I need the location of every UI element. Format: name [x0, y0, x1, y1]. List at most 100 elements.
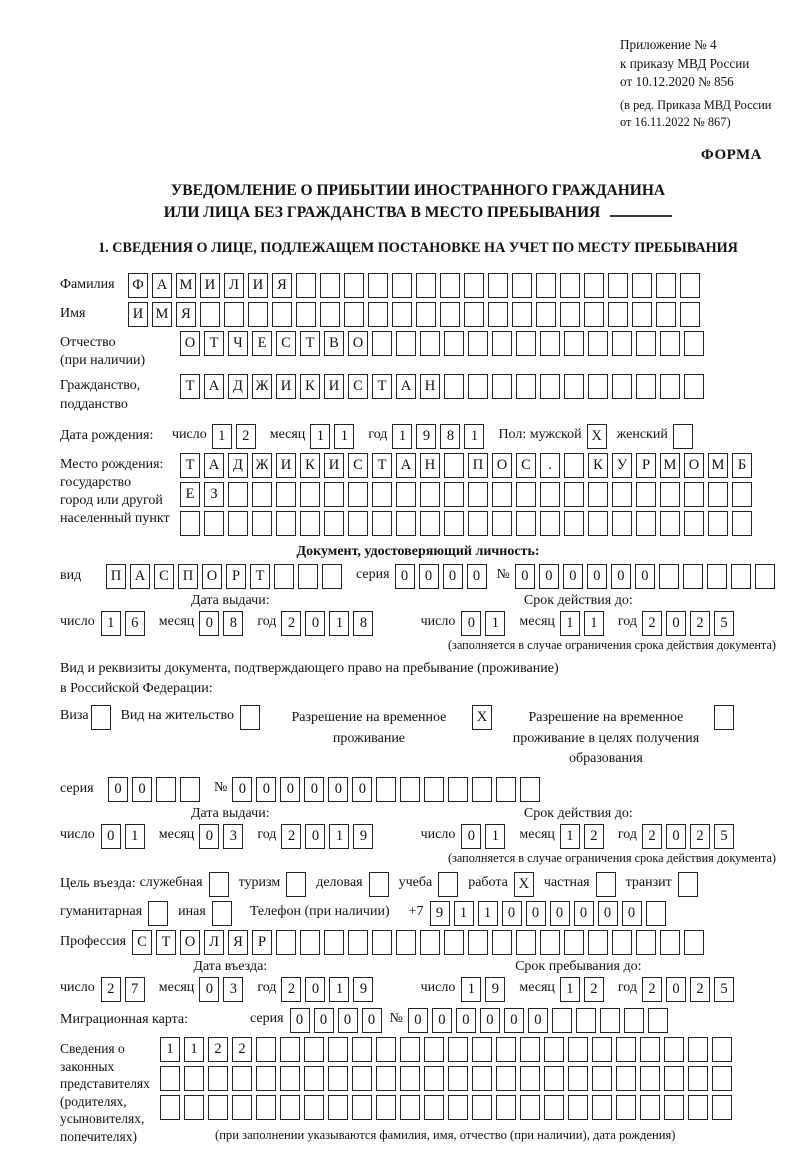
- char-box[interactable]: [372, 481, 392, 507]
- char-box[interactable]: [304, 1066, 324, 1092]
- char-box[interactable]: [664, 1095, 684, 1121]
- char-box[interactable]: [472, 1095, 492, 1121]
- char-box[interactable]: [272, 302, 292, 327]
- char-box[interactable]: [488, 273, 508, 298]
- char-box[interactable]: [516, 481, 536, 507]
- purpose-humanitarian-checkbox[interactable]: [148, 901, 169, 927]
- char-box[interactable]: 0: [132, 777, 152, 803]
- residence-permit-checkbox[interactable]: [239, 705, 260, 731]
- char-box[interactable]: [632, 273, 652, 298]
- char-box[interactable]: 9: [353, 977, 374, 1003]
- char-box[interactable]: Я: [176, 302, 196, 327]
- char-box[interactable]: [660, 930, 680, 956]
- char-box[interactable]: [256, 1066, 276, 1092]
- char-box[interactable]: [520, 777, 541, 803]
- char-box[interactable]: [564, 481, 584, 507]
- char-box[interactable]: [492, 510, 512, 536]
- char-box[interactable]: Я: [228, 930, 248, 956]
- char-box[interactable]: [468, 510, 488, 536]
- char-box[interactable]: [400, 777, 421, 803]
- purpose-study-checkbox[interactable]: [438, 872, 459, 898]
- char-box[interactable]: 7: [124, 977, 145, 1003]
- char-box[interactable]: [592, 1066, 612, 1092]
- char-box[interactable]: [712, 1037, 732, 1063]
- char-box[interactable]: У: [612, 452, 632, 478]
- char-box[interactable]: О: [180, 331, 200, 356]
- char-box[interactable]: 2: [642, 824, 663, 850]
- temp-residence-checkbox[interactable]: X: [471, 705, 492, 731]
- char-box[interactable]: [348, 510, 368, 536]
- char-box[interactable]: 1: [100, 610, 121, 636]
- char-box[interactable]: 1: [583, 610, 604, 636]
- char-box[interactable]: 1: [124, 824, 145, 850]
- char-box[interactable]: 0: [538, 563, 559, 589]
- char-box[interactable]: [328, 1095, 348, 1121]
- char-box[interactable]: [352, 1095, 372, 1121]
- char-box[interactable]: [616, 1095, 636, 1121]
- char-box[interactable]: [204, 510, 224, 536]
- char-box[interactable]: [448, 1095, 468, 1121]
- char-box[interactable]: [564, 452, 584, 478]
- char-box[interactable]: Т: [372, 374, 392, 400]
- char-box[interactable]: [400, 1095, 420, 1121]
- char-box[interactable]: [564, 331, 584, 356]
- char-box[interactable]: А: [204, 452, 224, 478]
- char-box[interactable]: 2: [642, 977, 663, 1003]
- char-box[interactable]: О: [202, 563, 222, 589]
- char-box[interactable]: 0: [199, 977, 220, 1003]
- char-box[interactable]: [184, 1066, 204, 1092]
- char-box[interactable]: 0: [407, 1008, 428, 1034]
- char-box[interactable]: [320, 273, 340, 298]
- char-box[interactable]: [647, 1008, 668, 1034]
- char-box[interactable]: [304, 1037, 324, 1063]
- char-box[interactable]: [276, 930, 296, 956]
- char-box[interactable]: [468, 331, 488, 356]
- char-box[interactable]: Т: [372, 452, 392, 478]
- char-box[interactable]: [274, 563, 294, 589]
- char-box[interactable]: О: [348, 331, 368, 356]
- char-box[interactable]: 0: [503, 1008, 524, 1034]
- char-box[interactable]: [392, 302, 412, 327]
- char-box[interactable]: 0: [525, 901, 546, 927]
- char-box[interactable]: [464, 273, 484, 298]
- char-box[interactable]: 2: [583, 977, 604, 1003]
- char-box[interactable]: С: [348, 452, 368, 478]
- char-box[interactable]: 0: [586, 563, 607, 589]
- char-box[interactable]: [584, 302, 604, 327]
- char-box[interactable]: 0: [256, 777, 277, 803]
- char-box[interactable]: [400, 1037, 420, 1063]
- char-box[interactable]: [160, 1095, 180, 1121]
- char-box[interactable]: [280, 1037, 300, 1063]
- char-box[interactable]: [544, 1066, 564, 1092]
- char-box[interactable]: [444, 452, 464, 478]
- char-box[interactable]: [684, 481, 704, 507]
- char-box[interactable]: [540, 510, 560, 536]
- char-box[interactable]: [180, 777, 200, 803]
- char-box[interactable]: [496, 1066, 516, 1092]
- char-box[interactable]: [682, 563, 703, 589]
- char-box[interactable]: [328, 1066, 348, 1092]
- char-box[interactable]: 0: [328, 777, 349, 803]
- char-box[interactable]: Ж: [252, 374, 272, 400]
- char-box[interactable]: 0: [313, 1008, 334, 1034]
- char-box[interactable]: Ж: [252, 452, 272, 478]
- char-box[interactable]: 0: [479, 1008, 500, 1034]
- char-box[interactable]: 0: [549, 901, 570, 927]
- char-box[interactable]: [584, 273, 604, 298]
- char-box[interactable]: И: [248, 273, 268, 298]
- char-box[interactable]: [252, 510, 272, 536]
- char-box[interactable]: П: [178, 563, 198, 589]
- char-box[interactable]: 0: [634, 563, 655, 589]
- char-box[interactable]: [156, 777, 176, 803]
- char-box[interactable]: [376, 1037, 396, 1063]
- char-box[interactable]: 0: [527, 1008, 548, 1034]
- char-box[interactable]: [248, 302, 268, 327]
- char-box[interactable]: 0: [666, 977, 687, 1003]
- char-box[interactable]: [592, 1037, 612, 1063]
- char-box[interactable]: 1: [559, 977, 580, 1003]
- char-box[interactable]: И: [324, 452, 344, 478]
- char-box[interactable]: 1: [392, 423, 413, 449]
- char-box[interactable]: [444, 930, 464, 956]
- char-box[interactable]: [680, 302, 700, 327]
- char-box[interactable]: [492, 481, 512, 507]
